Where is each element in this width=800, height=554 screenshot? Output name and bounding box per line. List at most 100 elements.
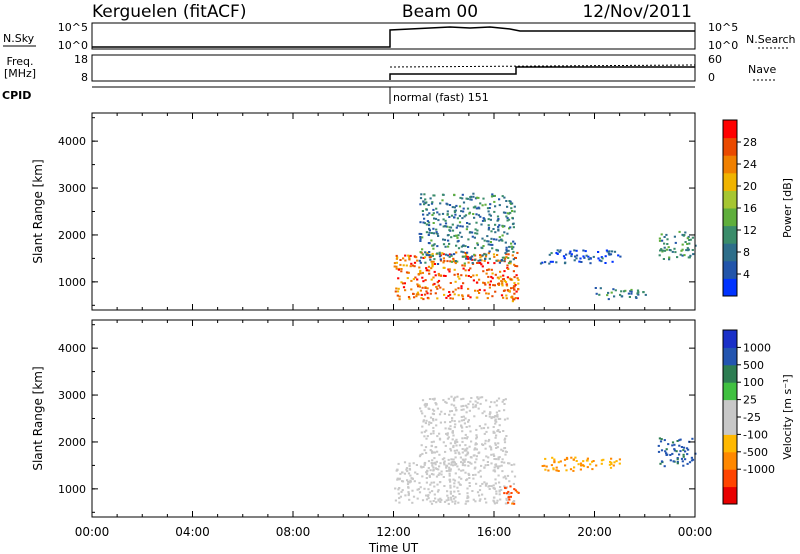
data-cell (679, 450, 682, 453)
data-cell (449, 226, 453, 229)
data-cell (423, 435, 426, 438)
data-cell (435, 228, 438, 231)
data-cell (487, 426, 490, 429)
data-cell (453, 234, 456, 237)
data-cell (429, 469, 432, 472)
data-cell (488, 250, 491, 253)
data-cell (488, 438, 491, 441)
data-cell (456, 273, 459, 276)
data-cell (610, 461, 613, 464)
data-cell (472, 477, 475, 480)
data-cell (513, 488, 516, 491)
data-cell (457, 287, 460, 290)
data-cell (465, 253, 468, 256)
data-cell (474, 461, 477, 464)
data-cell (448, 268, 451, 271)
data-cell (473, 454, 476, 457)
data-cell (425, 290, 428, 293)
data-cell (582, 249, 585, 252)
data-cell (439, 223, 442, 226)
data-cell (482, 217, 485, 220)
data-cell (415, 256, 418, 259)
colorbar-tick-label: 24 (743, 158, 757, 171)
data-cell (683, 234, 686, 236)
data-cell (488, 488, 491, 490)
data-cell (501, 278, 505, 281)
data-cell (432, 426, 435, 429)
data-cell (492, 430, 495, 433)
y-tick-label: 2000 (58, 229, 86, 242)
data-cell (466, 225, 469, 228)
colorbar-swatch (723, 399, 737, 418)
data-cell (454, 472, 457, 475)
data-cell (682, 464, 685, 467)
data-cell (425, 473, 429, 476)
nsky-trace (92, 26, 695, 48)
data-cell (430, 202, 434, 205)
data-cell (688, 239, 691, 241)
data-cell (510, 242, 513, 245)
data-cell (460, 398, 463, 401)
data-cell (512, 250, 515, 253)
data-cell (457, 490, 460, 493)
data-cell (469, 196, 472, 199)
data-cell (507, 262, 511, 265)
data-cell (686, 237, 689, 240)
data-cell (448, 270, 451, 273)
data-cell (570, 253, 573, 256)
data-cell (408, 498, 411, 501)
y-axis-label: Slant Range [km] (31, 159, 45, 263)
data-cell (453, 420, 456, 423)
data-cell (451, 223, 454, 226)
data-cell (477, 196, 480, 199)
data-cell (467, 275, 470, 277)
data-cell (490, 453, 493, 456)
data-cell (448, 466, 451, 469)
data-cell (462, 419, 465, 422)
data-cell (617, 254, 620, 257)
data-cell (499, 260, 502, 263)
data-cell (472, 474, 475, 476)
data-cell (402, 286, 406, 289)
data-cell (469, 198, 472, 201)
data-cell (478, 451, 481, 454)
data-cell (461, 462, 465, 465)
data-cell (504, 486, 507, 489)
data-cell (479, 256, 482, 259)
data-cell (467, 261, 470, 264)
data-cell (659, 462, 662, 465)
data-cell (688, 461, 692, 464)
data-cell (497, 284, 500, 286)
x-tick-label: 12:00 (376, 525, 411, 539)
data-cell (467, 500, 470, 503)
data-cell (456, 217, 459, 220)
data-cell (589, 463, 592, 466)
data-cell (505, 297, 508, 300)
data-cell (492, 238, 496, 241)
y-tick-label: 1000 (58, 483, 86, 496)
data-cell (407, 480, 410, 483)
data-cell (418, 284, 421, 287)
data-cell (447, 268, 450, 271)
data-cell (502, 399, 505, 401)
data-cell (511, 470, 514, 473)
data-cell (476, 232, 479, 235)
data-cell (497, 474, 500, 477)
data-cell (501, 239, 504, 242)
data-cell (507, 249, 510, 252)
freq-label: Freq. (6, 55, 33, 68)
data-cell (397, 287, 400, 290)
data-cell (462, 397, 465, 400)
data-cell (493, 262, 496, 265)
data-cell (453, 426, 456, 429)
data-cell (421, 253, 424, 256)
data-cell (488, 445, 491, 448)
data-cell (496, 219, 499, 222)
data-cell (448, 468, 451, 471)
data-cell (446, 213, 449, 216)
data-cell (548, 262, 551, 265)
data-cell (478, 425, 481, 428)
data-cell (449, 425, 452, 428)
data-cell (493, 284, 496, 287)
data-cell (436, 281, 439, 284)
